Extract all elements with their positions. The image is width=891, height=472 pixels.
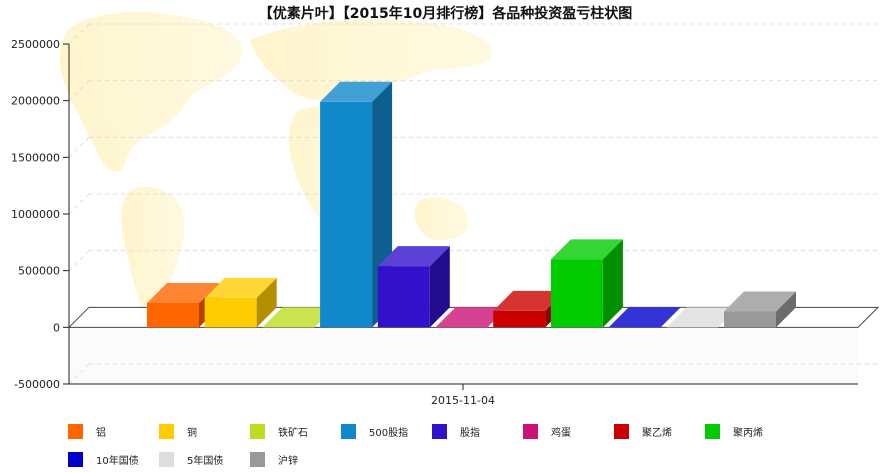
legend-swatch xyxy=(341,423,356,439)
legend-label: 铜 xyxy=(187,427,197,439)
x-tick-label: 2015-11-04 xyxy=(431,394,495,407)
legend-swatch xyxy=(68,423,83,439)
legend-item[interactable]: 聚乙烯 xyxy=(614,423,672,439)
bar-side xyxy=(429,246,450,328)
bar-top xyxy=(377,246,450,267)
bar-6[interactable] xyxy=(435,307,508,328)
legend-label: 聚丙烯 xyxy=(733,427,763,439)
y-tick-label: 500000 xyxy=(18,265,60,278)
legend-label: 铝 xyxy=(96,427,106,439)
bar-front xyxy=(320,101,373,328)
bar-top xyxy=(147,282,219,303)
gridline-diag xyxy=(68,250,90,272)
legend-label: 股指 xyxy=(460,427,480,439)
legend-item[interactable]: 铜 xyxy=(159,423,197,439)
y-tick-label: 2000000 xyxy=(11,95,60,108)
legend-swatch xyxy=(250,423,265,439)
bar-top xyxy=(724,291,796,312)
y-tick-label: 1500000 xyxy=(11,151,60,164)
bar-11[interactable] xyxy=(724,291,796,328)
chart-title: 【优素片叶】【2015年10月排行榜】各品种投资盈亏柱状图 xyxy=(258,6,633,22)
legend-item[interactable]: 聚丙烯 xyxy=(705,423,763,439)
bar-side xyxy=(256,277,277,328)
bar-front xyxy=(147,302,199,328)
negative-region xyxy=(69,327,858,384)
legend-swatch xyxy=(68,451,83,467)
y-tick-label: 0 xyxy=(53,321,60,334)
legend-label: 沪锌 xyxy=(278,455,298,467)
legend-swatch xyxy=(523,423,538,439)
legend-swatch xyxy=(159,423,174,439)
bar-front xyxy=(493,310,546,328)
bar-2[interactable] xyxy=(204,277,277,328)
legend-label: 聚乙烯 xyxy=(642,427,672,439)
legend-item[interactable]: 铁矿石 xyxy=(250,423,308,439)
bar-top xyxy=(262,307,335,328)
bar-top xyxy=(608,307,681,328)
bar-top xyxy=(493,290,566,311)
bar-front xyxy=(550,259,603,328)
legend-label: 10年国债 xyxy=(96,455,139,467)
bar-side xyxy=(776,291,796,328)
bar-10[interactable] xyxy=(666,307,739,328)
legend-item[interactable]: 10年国债 xyxy=(68,451,139,467)
legend-swatch xyxy=(432,423,447,439)
bar-top xyxy=(666,307,739,328)
y-tick-label: 2500000 xyxy=(11,38,60,51)
legend-item[interactable]: 沪锌 xyxy=(250,451,298,467)
bar-front xyxy=(204,297,257,328)
legend-item[interactable]: 500股指 xyxy=(341,423,408,439)
legend-item[interactable]: 鸡蛋 xyxy=(523,423,571,439)
legend-label: 铁矿石 xyxy=(278,427,308,439)
bar-8[interactable] xyxy=(550,239,623,328)
legend-swatch xyxy=(159,451,174,467)
legend-swatch xyxy=(250,451,265,467)
y-tick-label: -500000 xyxy=(14,378,60,391)
bar-side xyxy=(602,239,623,328)
bar-top xyxy=(435,307,508,328)
legend-label: 5年国债 xyxy=(187,455,224,467)
bar-3[interactable] xyxy=(262,307,335,328)
bar-1[interactable] xyxy=(147,282,219,328)
gridline-diag xyxy=(68,136,90,158)
legend-label: 500股指 xyxy=(369,427,409,439)
y-tick-label: 1000000 xyxy=(11,208,60,221)
legend-label: 鸡蛋 xyxy=(551,427,571,439)
bar-9[interactable] xyxy=(608,307,681,328)
legend-swatch xyxy=(705,423,720,439)
bar-top xyxy=(204,277,277,298)
bar-front xyxy=(724,311,776,328)
gridline-diag xyxy=(68,193,90,215)
bar-top xyxy=(320,81,393,102)
bar-top xyxy=(550,239,623,260)
legend-item[interactable]: 5年国债 xyxy=(159,451,223,467)
bar-5[interactable] xyxy=(377,246,450,328)
bar-front xyxy=(377,266,430,328)
legend-item[interactable]: 股指 xyxy=(432,423,480,439)
legend-item[interactable]: 铝 xyxy=(68,423,106,439)
legend-swatch xyxy=(614,423,629,439)
